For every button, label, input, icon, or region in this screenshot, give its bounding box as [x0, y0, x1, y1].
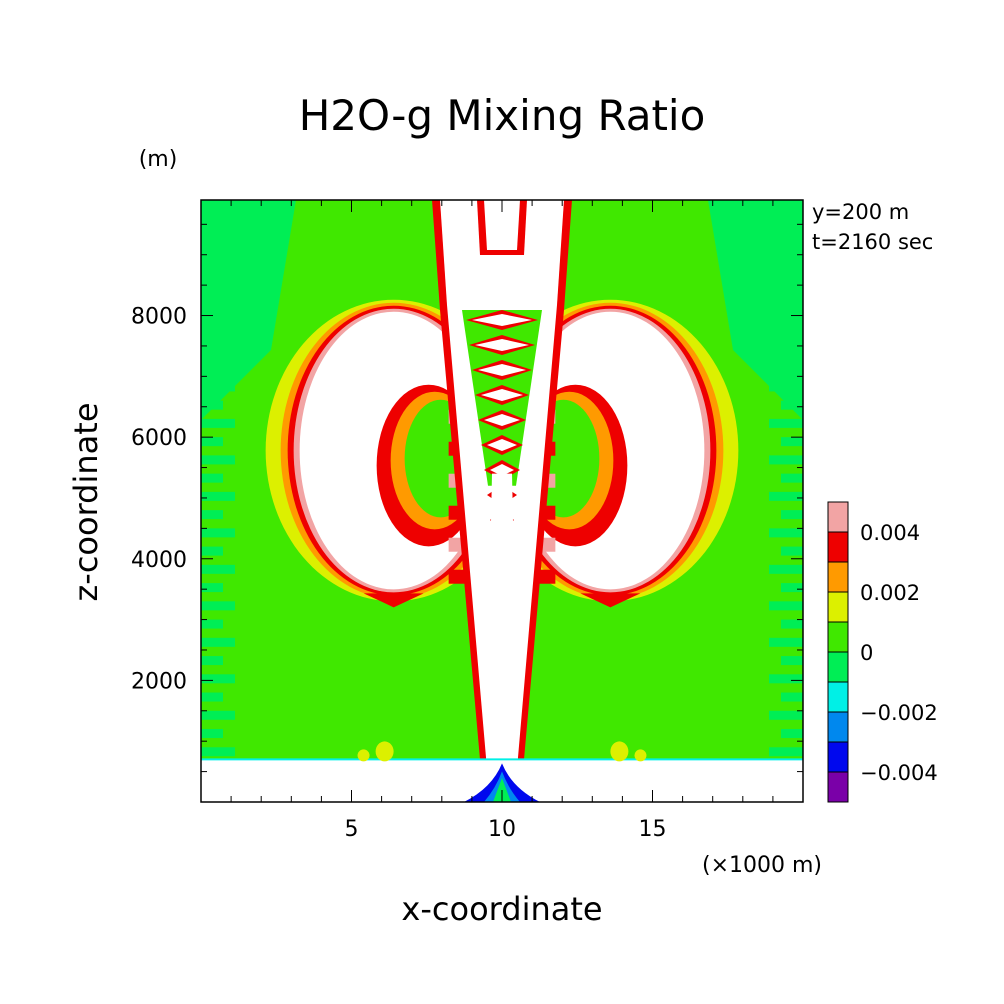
- boundary-stripe-right: [781, 656, 803, 666]
- plume-top-core: [484, 200, 520, 250]
- boundary-stripe-right: [769, 528, 803, 538]
- surface-blob-left: [375, 741, 394, 762]
- x-tick-label: 10: [488, 817, 516, 842]
- upper-left-moist-zone: [201, 200, 296, 420]
- colorbar-swatch: [827, 771, 849, 803]
- boundary-stripe-left: [201, 619, 223, 629]
- updraft-base-left: [363, 593, 424, 608]
- boundary-stripe-right: [781, 510, 803, 520]
- y-tick-label: 6000: [131, 426, 187, 451]
- colorbar-swatch: [827, 501, 849, 533]
- y-tick-label: 2000: [131, 669, 187, 694]
- boundary-stripe-left: [201, 473, 223, 483]
- y-axis-ticks: 2000 4000 6000 8000: [131, 223, 803, 773]
- colorbar-tick-label: 0.004: [860, 521, 920, 545]
- boundary-stripe-left: [201, 437, 223, 447]
- colorbar-swatch: [827, 651, 849, 683]
- annotation-y-position: y=200 m: [812, 200, 909, 224]
- boundary-stripe-left: [201, 656, 223, 666]
- boundary-stripe-left: [201, 710, 235, 720]
- boundary-stripe-left: [201, 491, 235, 501]
- x-tick-label: 5: [345, 817, 359, 842]
- colorbar-swatch: [827, 741, 849, 773]
- boundary-stripe-left: [201, 674, 235, 684]
- boundary-stripe-right: [781, 437, 803, 447]
- boundary-stripe-left: [201, 747, 235, 757]
- colorbar-tick-label: 0: [860, 641, 873, 665]
- annotation-time: t=2160 sec: [812, 230, 933, 254]
- central-diamond: [481, 389, 523, 401]
- boundary-stripe-left: [201, 637, 235, 647]
- y-tick-label: 8000: [131, 305, 187, 330]
- boundary-stripe-right: [769, 710, 803, 720]
- boundary-stripe-right: [769, 455, 803, 465]
- colorbar-swatch: [827, 711, 849, 743]
- y-tick-label: 4000: [131, 548, 187, 573]
- colorbar-swatch: [827, 621, 849, 653]
- surface-blob-right-small: [634, 749, 647, 762]
- boundary-stripe-left: [201, 583, 223, 593]
- boundary-stripe-left: [201, 510, 223, 520]
- colorbar-tick-label: −0.004: [860, 761, 938, 785]
- colorbar-swatch: [827, 531, 849, 563]
- chart-title: H2O-g Mixing Ratio: [299, 91, 706, 140]
- boundary-stripe-left: [201, 546, 223, 556]
- y-axis-label: z-coordinate: [67, 402, 105, 601]
- boundary-stripe-left: [201, 528, 235, 538]
- central-stem: [486, 473, 518, 760]
- central-diamond: [478, 364, 526, 376]
- boundary-stripe-right: [769, 564, 803, 574]
- x-tick-label: 15: [639, 817, 667, 842]
- boundary-stripe-left: [201, 729, 223, 739]
- boundary-stripe-left: [201, 564, 235, 574]
- colorbar-swatch: [827, 591, 849, 623]
- surface-blob-right: [610, 741, 629, 762]
- colorbar: 0.004 0.002 0 −0.002 −0.004: [827, 501, 938, 803]
- boundary-stripe-right: [781, 473, 803, 483]
- boundary-stripe-right: [769, 674, 803, 684]
- central-diamond: [487, 439, 517, 451]
- boundary-stripe-left: [201, 601, 235, 611]
- x-axis-unit: (×1000 m): [702, 853, 822, 878]
- boundary-stripe-right: [781, 619, 803, 629]
- central-diamond: [490, 464, 514, 476]
- central-diamond: [472, 314, 532, 326]
- colorbar-swatch: [827, 561, 849, 593]
- boundary-stripe-right: [769, 418, 803, 428]
- updraft-base-right: [580, 593, 641, 608]
- surface-blob-left-small: [357, 749, 370, 762]
- central-diamond: [475, 339, 529, 351]
- boundary-stripe-right: [769, 601, 803, 611]
- boundary-stripe-left: [201, 418, 235, 428]
- boundary-stripe-right: [781, 692, 803, 702]
- boundary-stripe-left: [201, 455, 235, 465]
- plot-area: [200, 199, 804, 803]
- x-axis-ticks: 5 10 15: [230, 200, 774, 842]
- upper-right-moist-zone: [708, 200, 803, 420]
- boundary-stripe-right: [781, 583, 803, 593]
- boundary-stripe-right: [781, 729, 803, 739]
- colorbar-tick-label: −0.002: [860, 701, 938, 725]
- boundary-stripe-left: [201, 692, 223, 702]
- boundary-stripe-right: [769, 491, 803, 501]
- boundary-stripe-right: [769, 747, 803, 757]
- boundary-stripe-right: [781, 546, 803, 556]
- x-axis-label: x-coordinate: [401, 890, 602, 928]
- central-diamond: [484, 414, 520, 426]
- colorbar-swatch: [827, 681, 849, 713]
- y-axis-unit: (m): [139, 147, 178, 172]
- boundary-stripe-right: [769, 637, 803, 647]
- colorbar-tick-label: 0.002: [860, 581, 920, 605]
